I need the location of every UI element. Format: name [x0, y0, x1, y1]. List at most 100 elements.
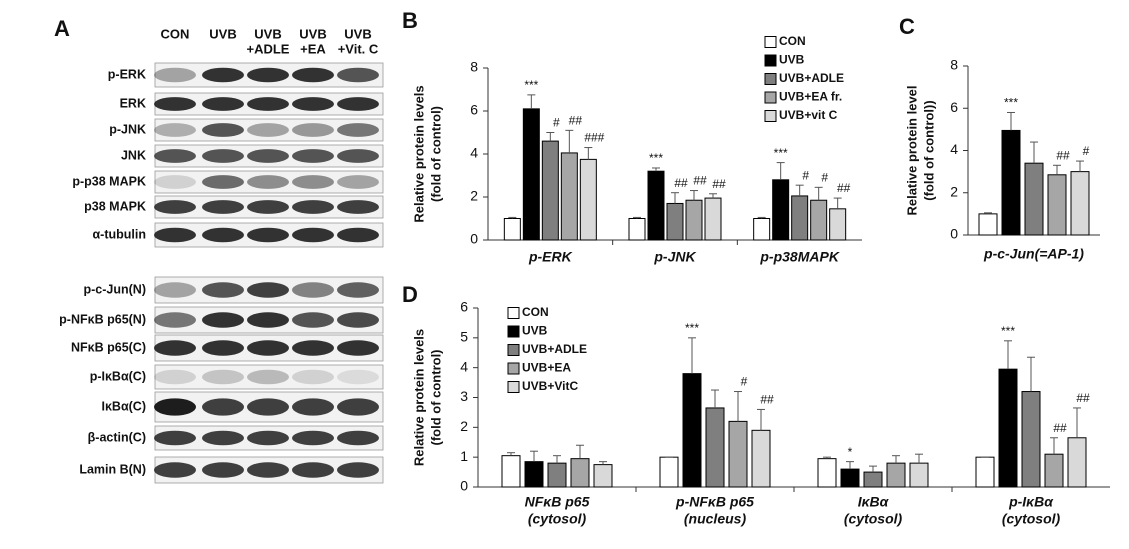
blot-band — [154, 340, 196, 356]
significance-label: *** — [1004, 96, 1018, 110]
error-bar — [795, 184, 804, 196]
significance-label: # — [1083, 144, 1090, 158]
legend-swatch — [507, 344, 520, 356]
blot-band — [202, 282, 244, 298]
bar — [524, 461, 544, 488]
y-tick-label: 0 — [950, 226, 958, 242]
legend-label: CON — [779, 34, 806, 48]
blot-band — [337, 200, 379, 214]
blot-band — [202, 312, 244, 328]
blot-label: p-IκBα(C) — [90, 369, 146, 383]
x-tick-label: p-IκBα — [1008, 494, 1054, 510]
blot-band — [337, 430, 379, 446]
error-bar — [546, 132, 555, 142]
blot-band — [247, 149, 289, 163]
bar — [647, 170, 665, 241]
blot-band — [247, 430, 289, 446]
significance-label: ## — [760, 393, 774, 407]
error-bar — [553, 455, 561, 464]
blot-band — [337, 227, 379, 243]
panel-label: D — [402, 282, 418, 307]
blot-band — [202, 97, 244, 111]
error-bar — [869, 465, 877, 473]
blot-band — [337, 123, 379, 137]
blot-band — [154, 430, 196, 446]
bar — [909, 462, 929, 488]
blot-band — [337, 97, 379, 111]
blot-band — [292, 312, 334, 328]
y-tick-label: 2 — [470, 188, 478, 204]
y-tick-label: 6 — [950, 99, 958, 115]
x-tick-label: (cytosol) — [528, 511, 587, 527]
blot-band — [337, 340, 379, 356]
error-bar — [734, 391, 742, 422]
legend-swatch — [764, 91, 777, 104]
error-bar — [690, 190, 698, 201]
panel-label: A — [54, 16, 70, 41]
error-bar — [823, 456, 831, 459]
column-label: +ADLE — [247, 41, 290, 56]
blot-band — [202, 398, 244, 416]
bar — [829, 208, 847, 241]
bar — [593, 464, 613, 488]
legend-swatch — [507, 325, 520, 338]
blot-band — [154, 312, 196, 328]
bar — [1001, 129, 1021, 236]
blot-label: IκBα(C) — [101, 399, 146, 413]
bar — [1044, 453, 1064, 488]
significance-label: # — [741, 375, 748, 389]
x-tick-label: p-c-Jun(=AP-1) — [983, 246, 1084, 262]
bar — [659, 456, 679, 488]
blot-band — [292, 67, 334, 83]
significance-label: *** — [1001, 324, 1015, 338]
blot-band — [337, 312, 379, 328]
y-axis-title: (fold of control) — [428, 349, 443, 445]
error-bar — [1027, 356, 1035, 392]
error-bar — [757, 408, 765, 431]
bar — [1024, 162, 1044, 236]
x-tick-label: IκBα — [858, 494, 890, 510]
error-bar — [833, 197, 842, 209]
legend-swatch — [764, 54, 777, 67]
bar — [560, 152, 578, 241]
error-bar — [711, 389, 719, 408]
blot-band — [247, 123, 289, 137]
significance-label: ## — [674, 176, 688, 190]
bar — [570, 458, 590, 488]
blot-band — [292, 282, 334, 298]
blot-label: p38 MAPK — [84, 199, 146, 213]
blot-band — [202, 227, 244, 243]
error-bar — [984, 212, 992, 214]
bar — [685, 199, 703, 241]
blot-label: β-actin(C) — [88, 430, 146, 444]
error-bar — [1007, 111, 1015, 131]
y-tick-label: 3 — [460, 388, 468, 404]
y-axis-title: (fold of control) — [428, 106, 443, 202]
blot-label: ERK — [120, 96, 146, 110]
error-bar — [915, 453, 923, 464]
blot-frame — [154, 364, 384, 390]
blot-band — [247, 175, 289, 189]
bar — [704, 197, 722, 241]
blot-band — [247, 200, 289, 214]
bar — [682, 373, 702, 488]
bar — [791, 195, 809, 241]
blot-band — [337, 67, 379, 83]
significance-label: # — [802, 168, 809, 182]
blot-label: JNK — [121, 148, 146, 162]
bar — [978, 213, 998, 236]
y-tick-label: 6 — [460, 299, 468, 315]
error-bar — [527, 94, 536, 109]
blot-band — [247, 340, 289, 356]
legend-swatch — [764, 110, 777, 122]
legend-label: UVB+EA fr. — [779, 90, 842, 104]
blot-band — [202, 462, 244, 478]
legend-swatch — [764, 73, 777, 85]
bar — [1067, 437, 1087, 488]
x-tick-label: (cytosol) — [1002, 511, 1061, 527]
y-tick-label: 0 — [470, 231, 478, 247]
significance-label: # — [553, 116, 560, 130]
blot-band — [292, 462, 334, 478]
error-bar — [814, 186, 823, 201]
